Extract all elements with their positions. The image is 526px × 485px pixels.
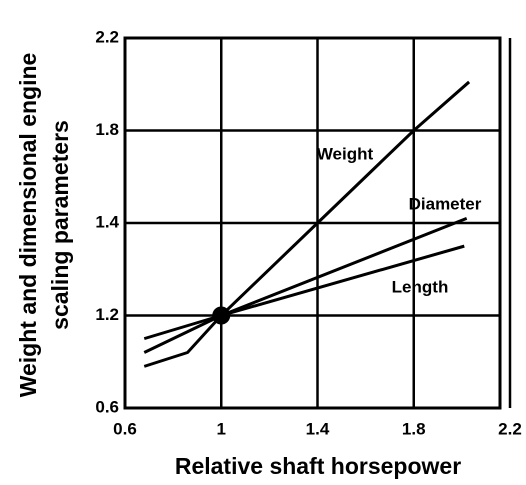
- x-tick-label: 0.6: [113, 419, 137, 438]
- point: [212, 306, 231, 325]
- y-axis-label: scaling parameters: [47, 120, 73, 330]
- annotation: Diameter: [409, 194, 482, 213]
- annotation: Length: [392, 277, 449, 296]
- y-axis-label: Weight and dimensional engine: [15, 53, 41, 398]
- y-tick-label: 1.4: [95, 212, 119, 231]
- x-axis-label: Relative shaft horsepower: [175, 453, 461, 479]
- x-tick-label: 1: [217, 419, 226, 438]
- plot-frame: [123, 36, 502, 410]
- x-tick-label: 1.4: [306, 419, 330, 438]
- y-tick-label: 1.2: [95, 305, 119, 324]
- y-tick-label: 2.2: [95, 27, 119, 46]
- x-tick-label: 2.2: [498, 419, 522, 438]
- line: [143, 80, 471, 368]
- annotation: Weight: [317, 144, 374, 163]
- y-tick-label: 1.8: [95, 120, 119, 139]
- y-tick-label: 0.6: [95, 397, 119, 416]
- x-tick-label: 1.8: [402, 419, 426, 438]
